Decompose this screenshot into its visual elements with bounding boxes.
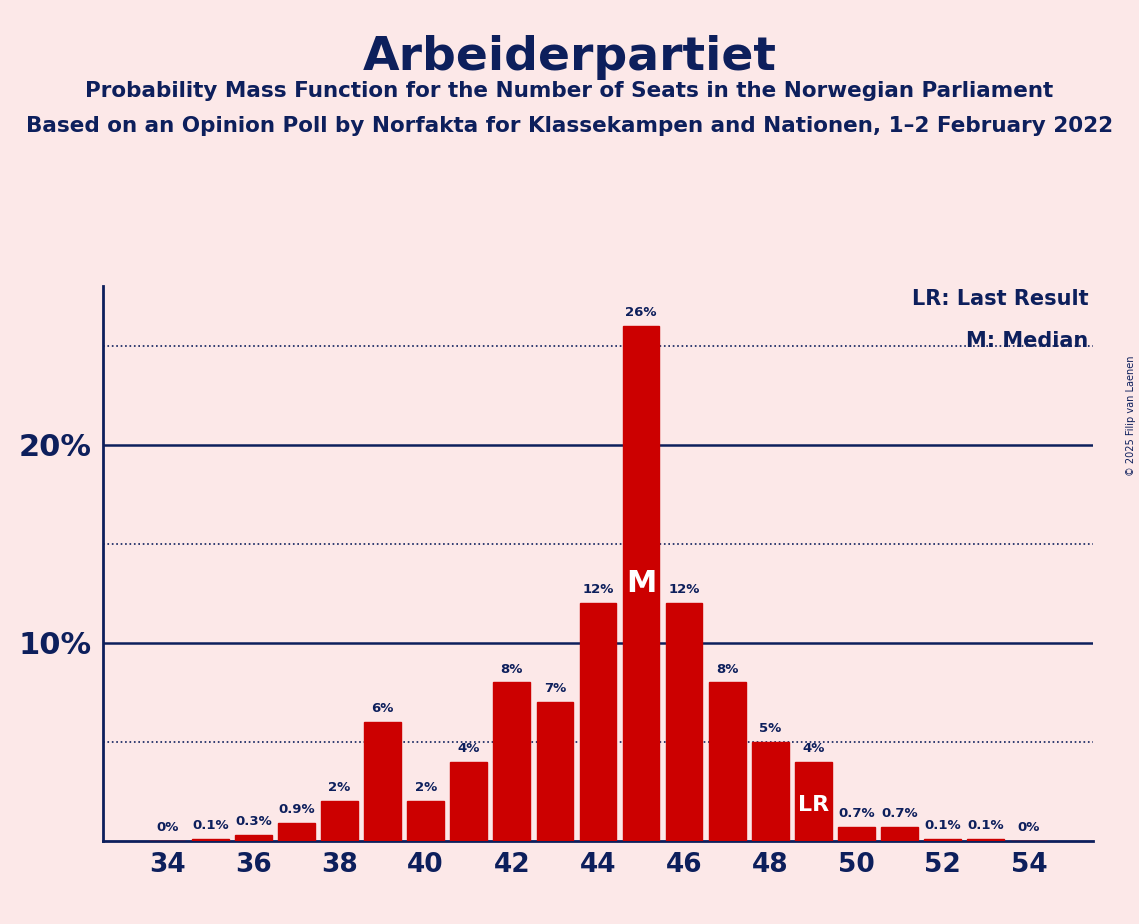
Text: 0.1%: 0.1%	[925, 819, 961, 832]
Text: LR: LR	[797, 796, 829, 815]
Text: 0.1%: 0.1%	[967, 819, 1005, 832]
Text: 0.3%: 0.3%	[235, 815, 272, 828]
Text: 12%: 12%	[669, 583, 699, 596]
Text: 8%: 8%	[716, 663, 738, 675]
Text: M: M	[625, 569, 656, 598]
Text: © 2025 Filip van Laenen: © 2025 Filip van Laenen	[1126, 356, 1136, 476]
Bar	[364, 722, 401, 841]
Text: 0.7%: 0.7%	[838, 807, 875, 821]
Text: 0.1%: 0.1%	[191, 819, 229, 832]
Text: 8%: 8%	[501, 663, 523, 675]
Bar	[191, 839, 229, 841]
Bar	[450, 761, 487, 841]
Bar	[408, 801, 444, 841]
Bar	[321, 801, 358, 841]
Bar	[623, 326, 659, 841]
Text: 6%: 6%	[371, 702, 394, 715]
Text: 7%: 7%	[543, 682, 566, 696]
Text: Based on an Opinion Poll by Norfakta for Klassekampen and Nationen, 1–2 February: Based on an Opinion Poll by Norfakta for…	[26, 116, 1113, 136]
Text: LR: Last Result: LR: Last Result	[912, 289, 1089, 310]
Bar	[666, 603, 703, 841]
Text: 12%: 12%	[582, 583, 614, 596]
Text: M: Median: M: Median	[966, 331, 1089, 351]
Bar	[838, 827, 875, 841]
Bar	[795, 761, 831, 841]
Text: Arbeiderpartiet: Arbeiderpartiet	[362, 35, 777, 80]
Text: 4%: 4%	[458, 742, 480, 755]
Bar	[925, 839, 961, 841]
Text: 0.7%: 0.7%	[882, 807, 918, 821]
Bar	[967, 839, 1005, 841]
Text: 0%: 0%	[1017, 821, 1040, 833]
Text: 4%: 4%	[802, 742, 825, 755]
Bar	[580, 603, 616, 841]
Bar	[882, 827, 918, 841]
Bar	[493, 683, 530, 841]
Bar	[536, 702, 573, 841]
Text: 2%: 2%	[415, 782, 436, 795]
Text: 0.9%: 0.9%	[278, 803, 314, 816]
Bar	[278, 823, 314, 841]
Text: 2%: 2%	[328, 782, 351, 795]
Bar	[235, 835, 271, 841]
Text: Probability Mass Function for the Number of Seats in the Norwegian Parliament: Probability Mass Function for the Number…	[85, 81, 1054, 102]
Bar	[708, 683, 746, 841]
Text: 0%: 0%	[156, 821, 179, 833]
Text: 5%: 5%	[760, 722, 781, 735]
Bar	[752, 742, 788, 841]
Text: 26%: 26%	[625, 306, 657, 319]
